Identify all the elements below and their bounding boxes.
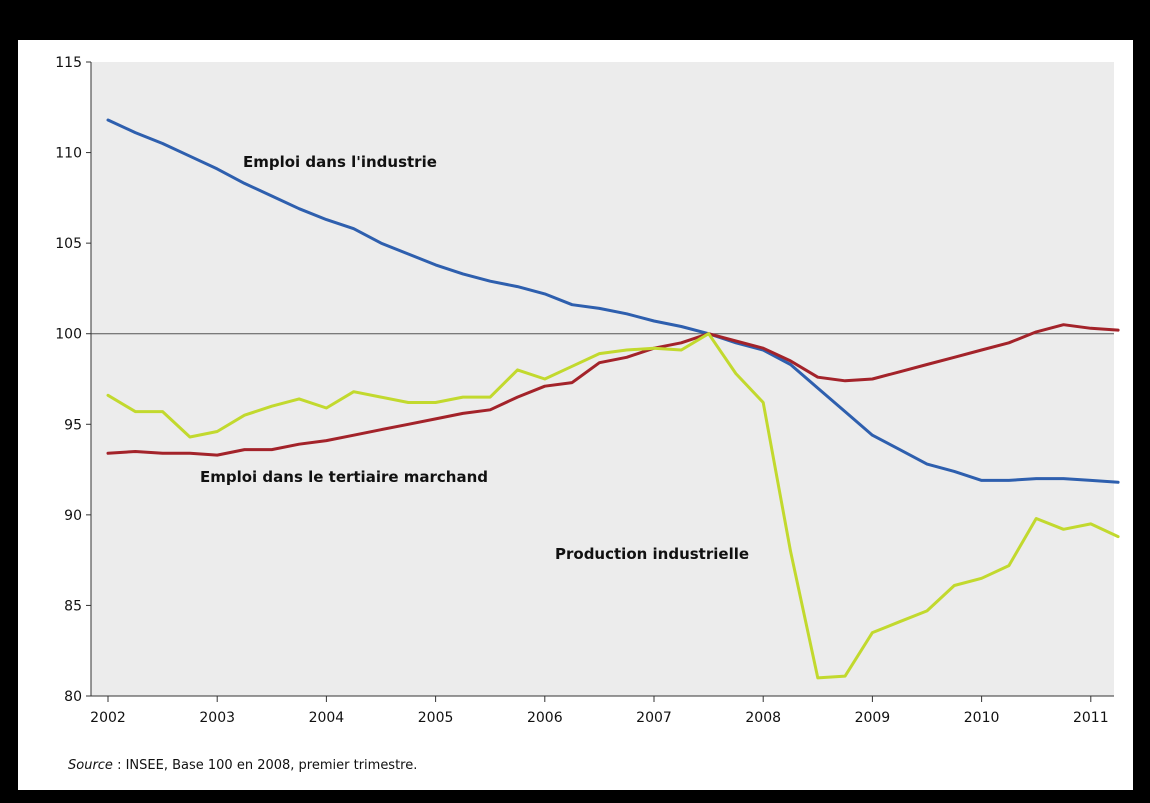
series-label-production-industrielle: Production industrielle [555,545,749,563]
series-label-emploi-industrie: Emploi dans l'industrie [243,153,437,171]
plot-background [91,62,1114,696]
x-tick-label: 2011 [1073,710,1109,726]
y-tick-label: 110 [55,146,82,162]
y-tick-label: 80 [64,689,82,705]
y-tick-label: 100 [55,327,82,343]
chart-frame: 80 85 90 95 100 105 110 115 2002 2003 2004 2005 2006… [18,40,1133,790]
y-tick-label: 95 [64,417,82,433]
y-tick-label: 115 [55,55,82,71]
series-label-emploi-tertiaire: Emploi dans le tertiaire marchand [200,468,488,486]
x-tick-label: 2006 [527,710,563,726]
source-text: : INSEE, Base 100 en 2008, premier trime… [112,758,418,773]
line-chart: 80 85 90 95 100 105 110 115 2002 2003 2004 2005 2006… [55,55,1120,726]
y-tick-label: 85 [64,598,82,614]
x-tick-label: 2007 [636,710,672,726]
x-tick-label: 2003 [199,710,235,726]
y-tick-label: 105 [55,236,82,252]
x-tick-label: 2002 [90,710,126,726]
y-tick-label: 90 [64,508,82,524]
x-tick-label: 2008 [745,710,781,726]
source-note: Source : INSEE, Base 100 en 2008, premie… [68,758,417,773]
series-line-emploi-industrie [106,118,1120,484]
axis-layer: 80 85 90 95 100 105 110 115 2002 2003 2004 2005 2006… [55,55,1114,726]
x-tick-label: 2005 [418,710,454,726]
series-layer [106,118,1120,680]
source-label: Source [68,758,113,773]
series-label-layer: Emploi dans l'industrie Emploi dans le t… [200,153,749,563]
x-tick-label: 2004 [309,710,345,726]
x-tick-label: 2010 [964,710,1000,726]
x-tick-label: 2009 [855,710,891,726]
series-line-production-industrielle [106,332,1120,680]
series-line-emploi-tertiaire [106,323,1120,457]
